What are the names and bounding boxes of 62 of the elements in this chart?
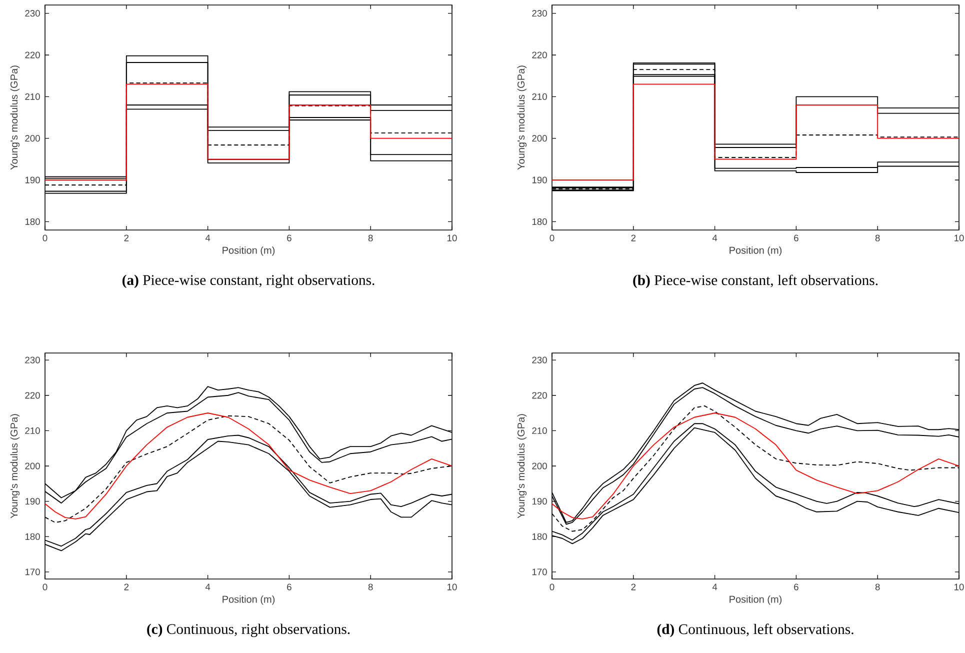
y-tick-label: 200	[25, 462, 40, 470]
y-tick-label: 230	[25, 356, 40, 364]
x-tick-label: 0	[42, 584, 48, 590]
text: (a) Piece-wise constant, right observations.	[122, 274, 374, 288]
x-tick-label: 6	[287, 584, 292, 590]
x-axis-title: Position (m)	[222, 595, 275, 605]
y-tick-label: 200	[532, 462, 547, 470]
x-tick-label: 10	[448, 584, 457, 590]
y-tick-label: 180	[532, 218, 547, 225]
x-tick-label: 0	[550, 234, 554, 242]
y-tick-label: 220	[532, 52, 547, 58]
x-axis-title: Position (m)	[730, 595, 782, 605]
x-tick-label: 2	[631, 584, 636, 590]
x-tick-label: 6	[794, 234, 798, 242]
x-tick-label: 0	[550, 584, 554, 590]
x-tick-label: 4	[205, 584, 210, 590]
x-tick-label: 6	[794, 584, 798, 590]
y-tick-label: 170	[532, 568, 547, 576]
y-tick-label: 220	[25, 52, 40, 58]
y-tick-label: 210	[532, 93, 547, 100]
y-axis-title: Young's modulus (GPa)	[517, 66, 527, 170]
x-tick-label: 2	[631, 234, 636, 242]
y-tick-label: 230	[532, 356, 547, 364]
y-tick-label: 200	[25, 135, 40, 142]
y-tick-label: 170	[25, 568, 40, 576]
y-tick-label: 210	[532, 427, 547, 434]
text: (c) Continuous, right observations.	[147, 624, 350, 638]
y-tick-label: 190	[532, 176, 547, 184]
x-tick-label: 8	[368, 234, 373, 242]
x-tick-label: 8	[875, 234, 880, 242]
y-tick-label: 220	[25, 392, 40, 399]
text: (d) Continuous, left observations.	[657, 624, 854, 638]
y-tick-label: 190	[532, 498, 547, 505]
text: (b) Piece-wise constant, left observations.	[633, 274, 878, 288]
y-tick-label: 210	[25, 93, 40, 100]
y-tick-label: 180	[532, 533, 547, 540]
y-tick-label: 210	[25, 427, 40, 434]
y-tick-label: 180	[25, 533, 40, 540]
y-tick-label: 180	[25, 218, 40, 225]
y-tick-label: 190	[25, 176, 40, 184]
y-tick-label: 230	[532, 10, 547, 17]
y-axis-title: Young's modulus (GPa)	[517, 414, 527, 518]
y-tick-label: 200	[532, 135, 547, 142]
x-tick-label: 8	[875, 584, 880, 590]
x-tick-label: 4	[205, 234, 210, 242]
x-tick-label: 8	[368, 584, 373, 590]
y-axis-title: Young's modulus (GPa)	[10, 414, 20, 518]
x-tick-label: 10	[954, 234, 964, 242]
y-axis-title: Young's modulus (GPa)	[10, 66, 20, 170]
x-tick-label: 4	[712, 584, 718, 590]
y-tick-label: 190	[25, 498, 40, 505]
x-tick-label: 0	[42, 234, 48, 242]
x-tick-label: 10	[954, 584, 964, 590]
x-tick-label: 6	[287, 234, 292, 242]
y-tick-label: 220	[532, 392, 547, 399]
x-axis-title: Position (m)	[222, 246, 275, 256]
x-tick-label: 10	[448, 234, 457, 242]
y-tick-label: 230	[25, 10, 40, 17]
x-tick-label: 2	[124, 584, 129, 590]
x-axis-title: Position (m)	[730, 246, 782, 256]
x-tick-label: 2	[124, 234, 129, 242]
x-tick-label: 4	[712, 234, 718, 242]
